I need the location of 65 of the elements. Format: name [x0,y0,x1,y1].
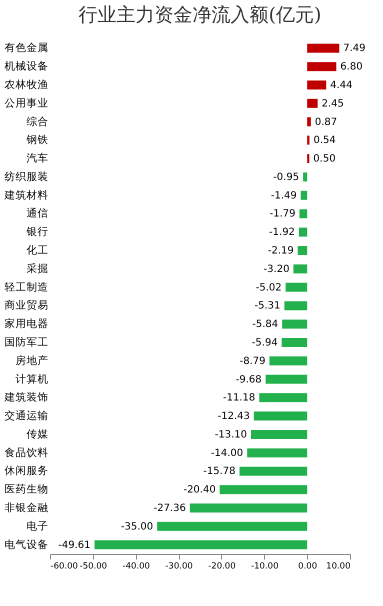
data-label: -3.20 [264,264,290,275]
x-tick-label: 10.00 [326,562,350,572]
y-tick-label: 轻工制造 [4,280,48,294]
data-label: -13.10 [214,429,247,440]
y-tick-label: 非银金融 [4,501,48,514]
data-label: -5.94 [252,337,278,348]
x-tick-label: -40.00 [122,562,150,572]
y-tick-label: 综合 [26,114,48,128]
data-label: -5.31 [254,300,280,312]
y-tick-label: 汽车 [26,152,48,165]
data-label: -1.92 [269,227,295,238]
data-label: -5.84 [252,319,278,330]
data-label: -49.61 [58,540,91,551]
y-tick-label: 化工 [26,244,48,257]
data-label: -35.00 [120,521,154,532]
y-tick-label: 商业贸易 [4,298,48,312]
data-label: 4.44 [330,80,352,91]
data-label: -1.79 [270,208,296,220]
y-tick-label: 电子 [26,519,48,532]
data-label: -2.19 [268,246,294,257]
data-label: -20.40 [183,484,216,496]
y-tick-label: 国防军工 [4,335,48,348]
data-label: -15.78 [203,466,236,478]
data-label: -0.95 [273,172,300,183]
data-label: -27.36 [154,503,186,514]
y-tick-label: 采掘 [26,262,48,275]
data-label: 2.45 [322,98,344,110]
chart-title: 行业主力资金净流入额(亿元) [78,4,322,26]
x-tick-label: -60.00 [50,562,78,572]
data-label: -8.79 [240,356,266,367]
y-tick-label: 电气设备 [4,538,48,551]
x-tick-label: -20.00 [208,562,236,572]
x-tick-label: -30.00 [165,562,193,572]
y-tick-label: 钢铁 [26,134,48,146]
y-tick-label: 有色金属 [4,42,48,54]
y-tick-label: 公用事业 [4,96,48,110]
y-tick-label: 建筑装饰 [4,390,48,404]
y-tick-label: 建筑材料 [4,188,48,202]
x-tick-label: -10.00 [251,562,278,572]
data-label: 0.50 [313,154,336,165]
y-tick-label: 医药生物 [4,482,48,496]
x-tick-label: -50.00 [80,562,108,572]
y-tick-label: 传媒 [26,428,48,440]
data-label: 0.54 [313,135,336,146]
y-tick-label: 纺织服装 [4,170,48,183]
y-tick-label: 食品饮料 [4,446,48,459]
y-tick-label: 交通运输 [4,409,48,422]
y-tick-label: 家用电器 [4,317,48,330]
data-label: -5.02 [256,282,282,294]
y-tick-label: 机械设备 [4,60,48,73]
data-label: -14.00 [210,448,244,459]
data-label: 0.87 [314,116,338,128]
y-tick-label: 计算机 [16,372,48,386]
y-tick-label: 休闲服务 [4,465,48,478]
data-label: -12.43 [218,411,250,422]
data-label: -1.49 [270,190,297,202]
y-tick-label: 农林牧渔 [4,78,48,91]
data-label: 7.49 [343,43,366,54]
x-tick-label: 0.00 [298,562,318,572]
y-tick-label: 房地产 [16,354,48,367]
y-tick-label: 通信 [26,206,48,220]
data-label: -9.68 [236,374,262,386]
y-tick-label: 银行 [26,226,48,238]
data-label: -11.18 [222,392,256,404]
data-label: 6.80 [340,62,363,73]
